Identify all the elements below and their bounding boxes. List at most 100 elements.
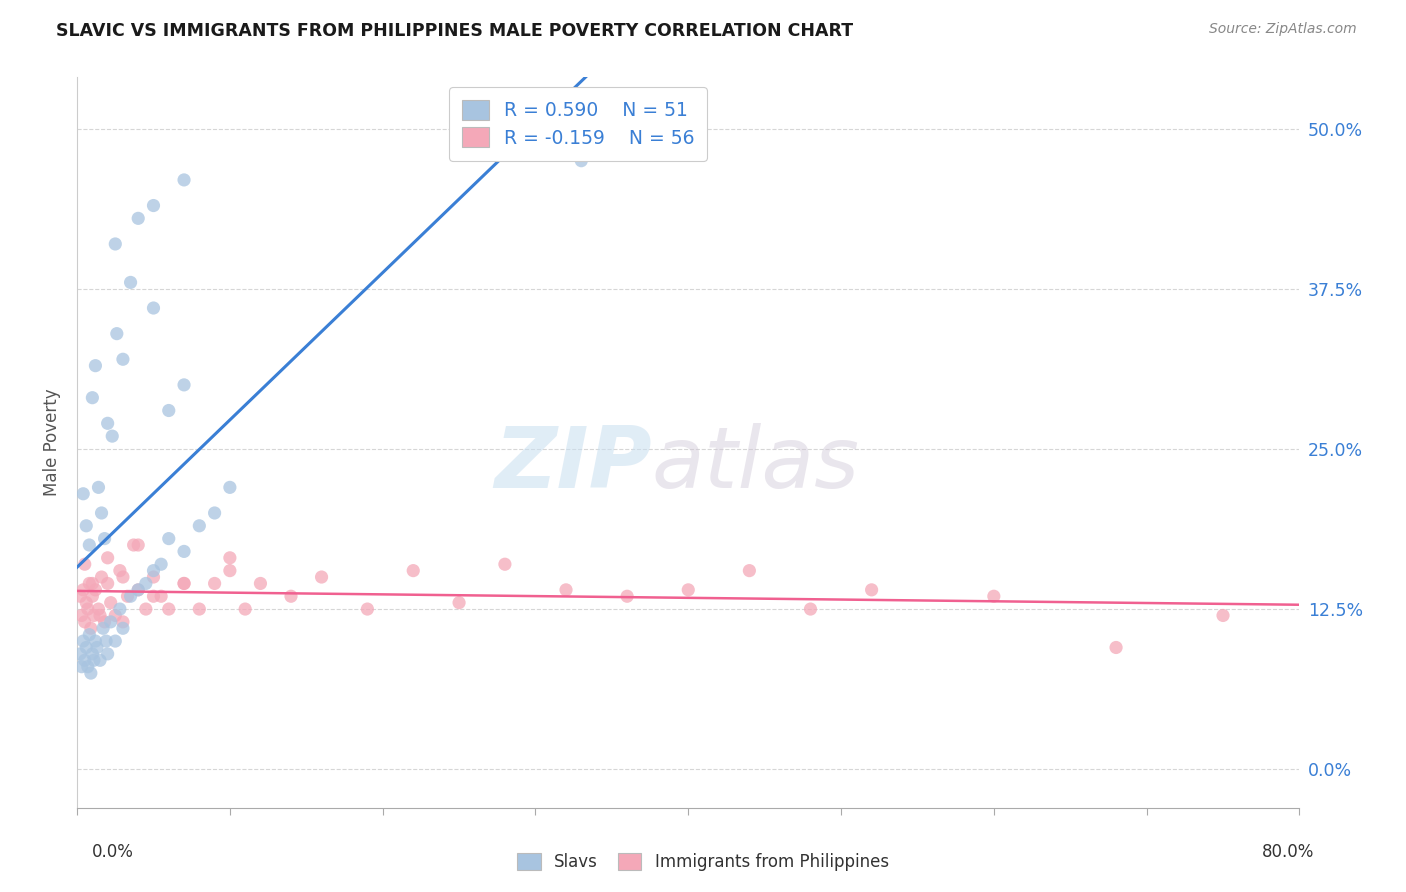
Point xyxy=(555,582,578,597)
Point xyxy=(75,640,97,655)
Point xyxy=(111,621,134,635)
Point xyxy=(142,301,165,315)
Y-axis label: Male Poverty: Male Poverty xyxy=(44,389,60,496)
Point xyxy=(82,391,104,405)
Point xyxy=(157,532,180,546)
Text: atlas: atlas xyxy=(651,423,859,506)
Point xyxy=(233,602,256,616)
Point xyxy=(120,589,142,603)
Point xyxy=(72,487,94,501)
Point xyxy=(89,653,111,667)
Point xyxy=(738,564,761,578)
Point xyxy=(188,602,211,616)
Point xyxy=(142,564,165,578)
Point xyxy=(219,550,242,565)
Point xyxy=(127,211,149,226)
Point xyxy=(142,198,165,212)
Point xyxy=(142,570,165,584)
Legend: Slavs, Immigrants from Philippines: Slavs, Immigrants from Philippines xyxy=(509,845,897,880)
Point xyxy=(86,640,108,655)
Point xyxy=(104,608,127,623)
Point xyxy=(82,576,104,591)
Point xyxy=(173,173,195,187)
Point xyxy=(142,589,165,603)
Point xyxy=(983,589,1005,603)
Text: 80.0%: 80.0% xyxy=(1263,843,1315,861)
Point xyxy=(84,582,107,597)
Point xyxy=(173,544,195,558)
Point xyxy=(249,576,271,591)
Point xyxy=(402,564,425,578)
Point xyxy=(89,608,111,623)
Point xyxy=(75,596,97,610)
Point xyxy=(79,628,101,642)
Point xyxy=(127,582,149,597)
Point xyxy=(73,558,96,572)
Point xyxy=(127,538,149,552)
Point xyxy=(127,582,149,597)
Point xyxy=(80,666,103,681)
Point xyxy=(188,518,211,533)
Point xyxy=(69,589,91,603)
Point xyxy=(82,589,104,603)
Point xyxy=(100,596,122,610)
Point xyxy=(104,237,127,252)
Point xyxy=(97,550,120,565)
Point xyxy=(569,153,592,168)
Point xyxy=(76,602,98,616)
Point xyxy=(219,480,242,494)
Point xyxy=(173,576,195,591)
Point xyxy=(90,506,112,520)
Point xyxy=(799,602,821,616)
Text: 0.0%: 0.0% xyxy=(91,843,134,861)
Point xyxy=(90,570,112,584)
Point xyxy=(494,558,516,572)
Point xyxy=(108,602,131,616)
Point xyxy=(70,608,93,623)
Point xyxy=(173,576,195,591)
Point xyxy=(117,589,139,603)
Point xyxy=(108,564,131,578)
Point xyxy=(73,653,96,667)
Point xyxy=(120,276,142,290)
Point xyxy=(72,634,94,648)
Point xyxy=(70,659,93,673)
Point xyxy=(157,403,180,417)
Point xyxy=(1105,640,1128,655)
Point xyxy=(79,576,101,591)
Point xyxy=(150,558,173,572)
Point xyxy=(93,532,115,546)
Point xyxy=(356,602,378,616)
Point xyxy=(75,518,97,533)
Point xyxy=(93,615,115,629)
Point xyxy=(280,589,302,603)
Point xyxy=(97,647,120,661)
Point xyxy=(83,608,105,623)
Point xyxy=(111,352,134,367)
Text: ZIP: ZIP xyxy=(494,423,651,506)
Point xyxy=(73,615,96,629)
Point xyxy=(87,480,110,494)
Point xyxy=(1212,608,1234,623)
Point xyxy=(104,634,127,648)
Point xyxy=(311,570,333,584)
Point xyxy=(204,506,226,520)
Point xyxy=(97,417,120,431)
Point xyxy=(83,653,105,667)
Legend: R = 0.590    N = 51, R = -0.159    N = 56: R = 0.590 N = 51, R = -0.159 N = 56 xyxy=(450,87,707,161)
Point xyxy=(84,634,107,648)
Point xyxy=(219,564,242,578)
Point xyxy=(80,621,103,635)
Point xyxy=(94,634,117,648)
Point xyxy=(150,589,173,603)
Text: Source: ZipAtlas.com: Source: ZipAtlas.com xyxy=(1209,22,1357,37)
Point xyxy=(82,647,104,661)
Point xyxy=(449,596,471,610)
Point xyxy=(76,659,98,673)
Point xyxy=(100,615,122,629)
Point xyxy=(101,429,124,443)
Point xyxy=(84,359,107,373)
Point xyxy=(616,589,638,603)
Point xyxy=(79,538,101,552)
Point xyxy=(122,538,145,552)
